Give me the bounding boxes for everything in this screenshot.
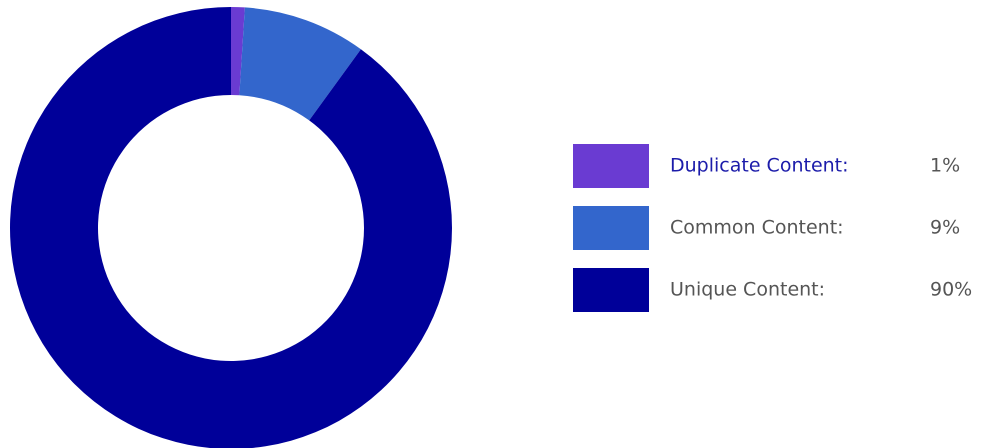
legend-label: Common Content:: [670, 217, 844, 239]
donut-slice: [239, 7, 361, 121]
legend-value: 9%: [930, 217, 960, 239]
legend-value: 90%: [930, 279, 972, 301]
donut-slice: [10, 7, 452, 448]
legend-swatch: [573, 144, 649, 188]
donut-slice: [231, 7, 245, 96]
legend-swatch: [573, 268, 649, 312]
legend-value: 1%: [930, 155, 960, 177]
legend-swatch: [573, 206, 649, 250]
legend-label: Unique Content:: [670, 279, 825, 301]
legend-label: Duplicate Content:: [670, 155, 849, 177]
